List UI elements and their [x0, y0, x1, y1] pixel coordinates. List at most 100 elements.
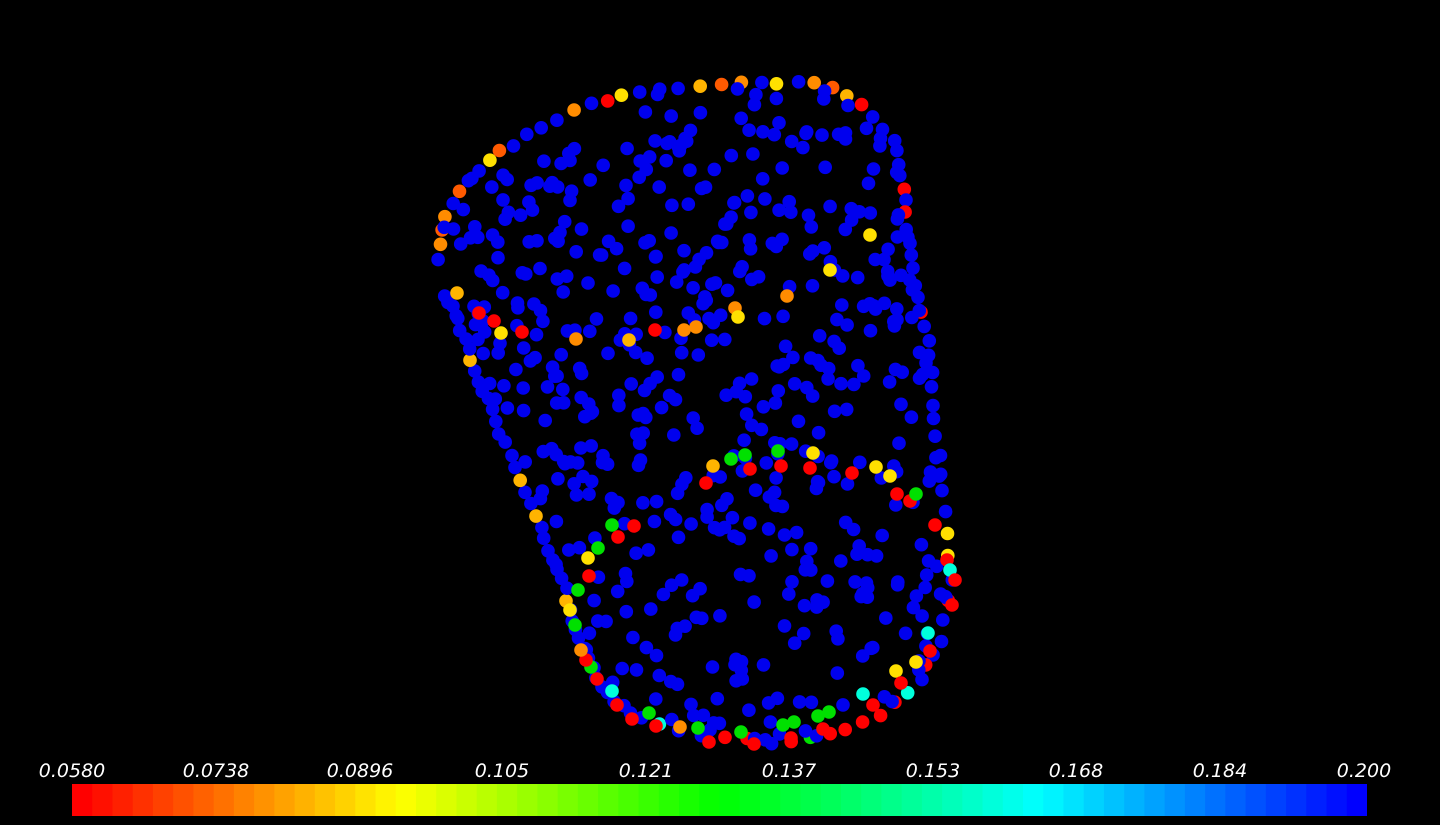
point [775, 499, 790, 514]
point [936, 613, 950, 627]
scalar-bar-segment [92, 784, 114, 816]
point [574, 643, 588, 657]
point [627, 519, 641, 533]
point [650, 370, 664, 384]
point [549, 557, 563, 572]
point [801, 208, 816, 223]
scalar-bar-segment [1245, 784, 1267, 816]
point [822, 705, 836, 719]
point [551, 472, 565, 486]
point [860, 547, 875, 562]
point [636, 496, 650, 510]
scalar-bar-segment [881, 784, 903, 816]
point [584, 439, 598, 453]
point [827, 404, 842, 419]
point [615, 661, 629, 676]
point [599, 614, 613, 629]
point [799, 125, 814, 139]
point [769, 91, 784, 106]
scalar-bar-segment [577, 784, 599, 816]
point [834, 376, 848, 391]
point [659, 153, 673, 168]
scalar-bar-segment [901, 784, 923, 816]
point [496, 193, 510, 207]
point [541, 544, 555, 558]
point [610, 698, 624, 712]
point [633, 453, 648, 467]
point [803, 247, 817, 261]
point [747, 595, 761, 609]
point [513, 473, 527, 488]
point [670, 677, 685, 692]
point [523, 354, 538, 368]
point [549, 514, 564, 529]
point [776, 718, 790, 732]
point [492, 143, 507, 158]
scalar-bar-segment [173, 784, 194, 816]
point [787, 715, 801, 729]
point [533, 261, 547, 276]
point [749, 87, 763, 102]
point [934, 634, 949, 649]
point [671, 81, 685, 96]
point [865, 110, 880, 124]
point [482, 376, 497, 391]
point [710, 691, 725, 706]
point [823, 199, 837, 214]
point [452, 184, 467, 199]
point [691, 348, 706, 362]
point [836, 698, 850, 712]
scalar-bar-segment [1103, 784, 1125, 816]
point [706, 459, 720, 473]
point [614, 88, 629, 102]
point [606, 284, 620, 298]
point [509, 362, 523, 377]
point [463, 353, 477, 368]
point [789, 525, 804, 540]
point [485, 180, 499, 194]
point [705, 277, 719, 292]
point [883, 469, 897, 483]
point [909, 589, 924, 603]
point [798, 563, 813, 577]
point [487, 314, 501, 328]
point [780, 289, 794, 303]
scalar-bar-segment [1265, 784, 1287, 816]
point [691, 721, 705, 735]
point [500, 401, 515, 415]
point [838, 722, 852, 737]
point [699, 246, 714, 260]
scalar-bar-segment [335, 784, 356, 816]
point [677, 323, 691, 337]
point [537, 154, 551, 168]
point [589, 312, 604, 326]
point [622, 333, 636, 347]
point [698, 180, 713, 194]
point [764, 549, 778, 563]
point [901, 230, 915, 244]
scalar-bar-segment [254, 784, 275, 816]
point [775, 232, 789, 247]
point [904, 248, 919, 262]
point [649, 494, 664, 509]
point [571, 583, 585, 597]
point [906, 600, 921, 615]
scalar-bar-segment [1043, 784, 1065, 816]
scalar-bar-segment [820, 784, 842, 816]
point [900, 686, 915, 700]
point [948, 573, 962, 587]
point [446, 222, 461, 236]
point [594, 248, 609, 262]
scalar-bar-segment [1002, 784, 1024, 816]
point [784, 437, 799, 451]
scalar-bar-segment [1164, 784, 1186, 816]
point [859, 121, 874, 136]
point [730, 82, 745, 96]
point [743, 516, 757, 530]
point [830, 312, 844, 327]
point [558, 456, 572, 471]
point [638, 236, 652, 250]
point [574, 222, 589, 236]
scalar-bar-label: 0.0738 [182, 760, 250, 782]
